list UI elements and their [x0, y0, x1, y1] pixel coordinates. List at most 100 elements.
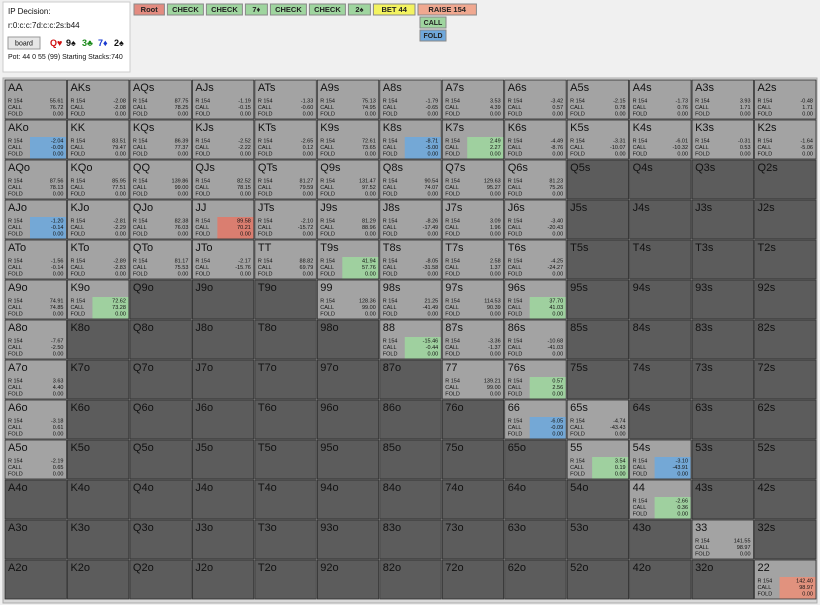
action-button[interactable]: [205, 3, 243, 16]
action-button[interactable]: [244, 3, 268, 16]
option-button[interactable]: [419, 16, 447, 29]
hand-cell[interactable]: [691, 359, 754, 400]
hand-cell[interactable]: [191, 399, 255, 440]
hand-cell[interactable]: [254, 279, 317, 320]
hand-cell[interactable]: [441, 439, 505, 480]
hand-cell[interactable]: [691, 399, 754, 440]
hand-cell[interactable]: [379, 279, 442, 320]
hand-cell[interactable]: [629, 119, 692, 160]
hand-cell[interactable]: [67, 519, 130, 560]
hand-cell[interactable]: [629, 159, 692, 200]
hand-cell[interactable]: [254, 359, 317, 400]
hand-cell[interactable]: [67, 119, 130, 160]
hand-cell[interactable]: [129, 199, 192, 240]
hand-cell[interactable]: [129, 79, 192, 120]
hand-cell[interactable]: [566, 399, 630, 440]
hand-cell[interactable]: [441, 159, 505, 200]
hand-cell[interactable]: [691, 159, 754, 200]
hand-cell[interactable]: [191, 439, 255, 480]
hand-cell[interactable]: [316, 79, 380, 120]
hand-cell[interactable]: [379, 399, 442, 440]
hand-cell[interactable]: [504, 199, 567, 240]
hand-cell[interactable]: [691, 559, 754, 600]
hand-cell[interactable]: [754, 199, 817, 240]
hand-cell[interactable]: [379, 79, 442, 120]
hand-cell[interactable]: [316, 399, 380, 440]
hand-cell[interactable]: [566, 239, 630, 280]
hand-cell[interactable]: [629, 279, 692, 320]
hand-cell[interactable]: [441, 79, 505, 120]
hand-cell[interactable]: [4, 239, 67, 280]
hand-cell[interactable]: [191, 159, 255, 200]
hand-cell[interactable]: [67, 559, 130, 600]
hand-cell[interactable]: [691, 519, 754, 560]
hand-cell[interactable]: [129, 519, 192, 560]
hand-cell[interactable]: [67, 439, 130, 480]
hand-cell[interactable]: [316, 359, 380, 400]
hand-cell[interactable]: [4, 319, 67, 360]
hand-cell[interactable]: [504, 479, 567, 520]
hand-cell[interactable]: [191, 359, 255, 400]
hand-cell[interactable]: [441, 199, 505, 240]
hand-cell[interactable]: [754, 279, 817, 320]
hand-cell[interactable]: [754, 79, 817, 120]
hand-cell[interactable]: [67, 79, 130, 120]
action-button[interactable]: [269, 3, 307, 16]
hand-cell[interactable]: [754, 359, 817, 400]
hand-cell[interactable]: [254, 559, 317, 600]
hand-cell[interactable]: [754, 479, 817, 520]
hand-cell[interactable]: [379, 519, 442, 560]
hand-cell[interactable]: [129, 439, 192, 480]
hand-cell[interactable]: [504, 239, 567, 280]
hand-cell[interactable]: [191, 559, 255, 600]
hand-cell[interactable]: [191, 279, 255, 320]
board-button[interactable]: [7, 36, 41, 50]
action-button[interactable]: [308, 3, 346, 16]
hand-cell[interactable]: [67, 199, 130, 240]
hand-cell[interactable]: [316, 559, 380, 600]
action-button[interactable]: [166, 3, 204, 16]
hand-cell[interactable]: [4, 279, 67, 320]
hand-cell[interactable]: [4, 79, 67, 120]
action-button[interactable]: [133, 3, 165, 16]
hand-cell[interactable]: [4, 359, 67, 400]
action-button[interactable]: [417, 3, 477, 16]
hand-cell[interactable]: [691, 79, 754, 120]
hand-cell[interactable]: [629, 239, 692, 280]
option-button[interactable]: [419, 29, 447, 42]
hand-cell[interactable]: [254, 199, 317, 240]
hand-cell[interactable]: [629, 359, 692, 400]
hand-cell[interactable]: [254, 439, 317, 480]
action-button[interactable]: [347, 3, 371, 16]
hand-cell[interactable]: [254, 79, 317, 120]
hand-cell[interactable]: [441, 559, 505, 600]
hand-cell[interactable]: [67, 159, 130, 200]
hand-cell[interactable]: [691, 279, 754, 320]
hand-cell[interactable]: [67, 399, 130, 440]
hand-cell[interactable]: [504, 519, 567, 560]
hand-cell[interactable]: [129, 399, 192, 440]
hand-cell[interactable]: [441, 479, 505, 520]
hand-cell[interactable]: [4, 159, 67, 200]
hand-cell[interactable]: [379, 559, 442, 600]
hand-cell[interactable]: [254, 239, 317, 280]
hand-cell[interactable]: [254, 519, 317, 560]
hand-cell[interactable]: [566, 479, 630, 520]
hand-cell[interactable]: [566, 79, 630, 120]
hand-cell[interactable]: [566, 559, 630, 600]
hand-cell[interactable]: [316, 479, 380, 520]
hand-cell[interactable]: [441, 399, 505, 440]
hand-cell[interactable]: [629, 519, 692, 560]
hand-cell[interactable]: [379, 479, 442, 520]
hand-cell[interactable]: [691, 439, 754, 480]
hand-cell[interactable]: [754, 119, 817, 160]
hand-cell[interactable]: [129, 239, 192, 280]
hand-cell[interactable]: [191, 239, 255, 280]
hand-cell[interactable]: [379, 359, 442, 400]
hand-cell[interactable]: [691, 319, 754, 360]
hand-cell[interactable]: [129, 319, 192, 360]
hand-cell[interactable]: [566, 199, 630, 240]
hand-cell[interactable]: [754, 239, 817, 280]
hand-cell[interactable]: [629, 199, 692, 240]
hand-cell[interactable]: [4, 559, 67, 600]
